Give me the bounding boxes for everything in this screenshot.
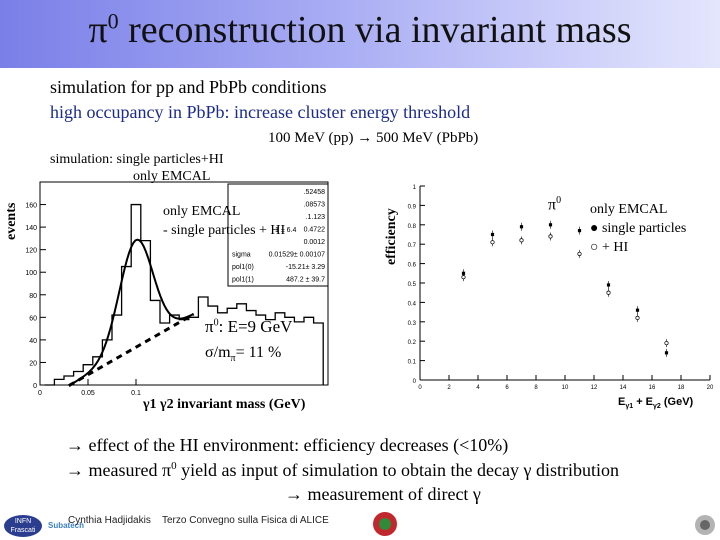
right-ytick-label: 0.7 xyxy=(408,243,417,249)
right-xtick-label: 2 xyxy=(447,385,451,391)
stats-box xyxy=(227,183,329,287)
left-xtick-label: 0 xyxy=(38,390,42,397)
left-fit xyxy=(68,238,195,387)
left-legend: only EMCAL - single particles + HI xyxy=(163,204,286,238)
sim-label-2: only EMCAL xyxy=(133,169,211,184)
point-plus-hi xyxy=(606,290,611,295)
right-ytick-label: 0 xyxy=(413,379,417,385)
stats-value: -15.21± 3.29 xyxy=(286,264,325,271)
right-ytick-label: 0.3 xyxy=(408,321,417,327)
point-single-particles xyxy=(490,232,495,237)
right-xtick-label: 12 xyxy=(591,385,598,391)
right-xtick-label: 14 xyxy=(620,385,627,391)
left-ylabel: events xyxy=(4,202,19,240)
right-ytick-label: 0.8 xyxy=(408,224,417,230)
right-ytick-label: 0.4 xyxy=(408,301,417,307)
point-single-particles xyxy=(577,229,582,233)
stats-value: 0.0012 xyxy=(304,239,326,246)
background-fit xyxy=(68,312,195,387)
right-xtick-label: 18 xyxy=(678,385,685,391)
left-ytick-label: 140 xyxy=(25,225,37,232)
point-single-particles xyxy=(519,225,524,229)
resolution-annotation: σ/mπ= 11 % xyxy=(205,344,282,365)
left-ytick-label: 120 xyxy=(25,248,37,255)
right-ytick-label: 1 xyxy=(413,185,417,191)
right-ytick-label: 0.2 xyxy=(408,340,417,346)
right-xtick-label: 8 xyxy=(534,385,538,391)
left-ytick-label: 60 xyxy=(29,315,37,322)
intro-line-2: high occupancy in PbPb: increase cluster… xyxy=(50,102,471,122)
point-single-particles xyxy=(635,308,640,312)
title-bar xyxy=(0,0,720,68)
left-xtick-label: 0.1 xyxy=(131,390,141,397)
stats-rows: .52458 .08573 .1.123 0.4722 0.0012 sigma 0.015… xyxy=(232,189,325,284)
stats-value: 0.4722 xyxy=(304,227,326,234)
infn-logo: INFN Frascati xyxy=(4,515,42,537)
conclusion-1: → effect of the HI environment: efficien… xyxy=(66,435,509,455)
intro-line-1: simulation for pp and PbPb conditions xyxy=(50,77,327,97)
efficiency-plot: 00.10.20.30.40.50.60.70.80.910 2 4 6 8 10 12 14… xyxy=(408,185,714,391)
stats-value: 487.2 ± 39.7 xyxy=(286,277,325,284)
right-points xyxy=(461,220,669,357)
right-legend: only EMCAL ● single particles ○ + HI xyxy=(590,202,687,255)
right-xtick-label: 16 xyxy=(649,385,656,391)
right-xtick-label: 6 xyxy=(505,385,509,391)
point-plus-hi xyxy=(461,275,466,280)
point-plus-hi xyxy=(664,341,669,346)
point-plus-hi xyxy=(548,234,553,239)
right-xtick-label: 0 xyxy=(418,385,422,391)
stats-value: .1.123 xyxy=(306,214,326,221)
point-single-particles xyxy=(664,351,669,355)
stats-value: 0.01529± 0.00107 xyxy=(269,252,326,259)
right-xtick-label: 10 xyxy=(562,385,569,391)
footer-author: Cynthia Hadjidakis xyxy=(68,515,151,526)
left-histogram xyxy=(44,203,324,386)
slide-title: π0 reconstruction via invariant mass xyxy=(88,8,632,51)
right-xtick-label: 20 xyxy=(707,385,714,391)
right-ytick-label: 0.6 xyxy=(408,263,417,269)
right-pi-label: π0 xyxy=(548,195,562,214)
point-single-particles xyxy=(548,223,553,227)
right-xlabel: Eγ1 + Eγ2 (GeV) xyxy=(618,396,694,411)
point-single-particles xyxy=(606,283,611,287)
left-ytick-label: 100 xyxy=(25,270,37,277)
right-axes: 00.10.20.30.40.50.60.70.80.910 2 4 6 8 10 12 14… xyxy=(408,185,714,391)
alice-logo-small xyxy=(695,515,715,535)
right-ylabel: efficiency xyxy=(384,208,399,265)
left-ytick-label: 20 xyxy=(29,360,37,367)
histogram-outline xyxy=(44,203,324,386)
point-plus-hi xyxy=(635,315,640,320)
point-plus-hi xyxy=(490,240,495,245)
subatech-logo: Subatech xyxy=(48,521,85,530)
sim-label-1: simulation: single particles+HI xyxy=(50,152,224,167)
right-xtick-label: 4 xyxy=(476,385,480,391)
footer-conference: Terzo Convegno sulla Fisica di ALICE xyxy=(162,515,329,526)
stats-key: pol1(0) xyxy=(232,264,254,271)
stats-extra: 1 ± 6.4 xyxy=(275,227,296,234)
left-xtick-label: 0.05 xyxy=(81,390,95,397)
stats-value: .08573 xyxy=(304,202,326,209)
stats-key: pol1(1) xyxy=(232,277,254,284)
right-ytick-label: 0.1 xyxy=(408,360,417,366)
point-plus-hi xyxy=(577,251,582,256)
energy-annotation: π0: E=9 GeV xyxy=(205,317,293,336)
left-xlabel: γ1 γ2 invariant mass (GeV) xyxy=(143,397,306,412)
left-ytick-label: 40 xyxy=(29,338,37,345)
conclusion-3: → measurement of direct γ xyxy=(285,484,481,504)
left-ytick-label: 80 xyxy=(29,293,37,300)
point-plus-hi xyxy=(519,238,524,243)
stats-value: .52458 xyxy=(304,189,326,196)
alice-logo xyxy=(373,512,397,536)
invariant-mass-plot: 0 20 40 60 80 100 120 140 160 0 0.05 0.1 .52458 .085… xyxy=(25,181,329,397)
threshold-line: 100 MeV (pp) → 500 MeV (PbPb) xyxy=(268,130,479,146)
left-ytick-label: 160 xyxy=(25,203,37,210)
right-ytick-label: 0.9 xyxy=(408,204,417,210)
conclusion-2: → measured π0 yield as input of simulati… xyxy=(66,460,619,480)
stats-key: sigma xyxy=(232,252,251,259)
right-ytick-label: 0.5 xyxy=(408,282,417,288)
signal-fit xyxy=(68,238,195,387)
left-ytick-label: 0 xyxy=(33,383,37,390)
